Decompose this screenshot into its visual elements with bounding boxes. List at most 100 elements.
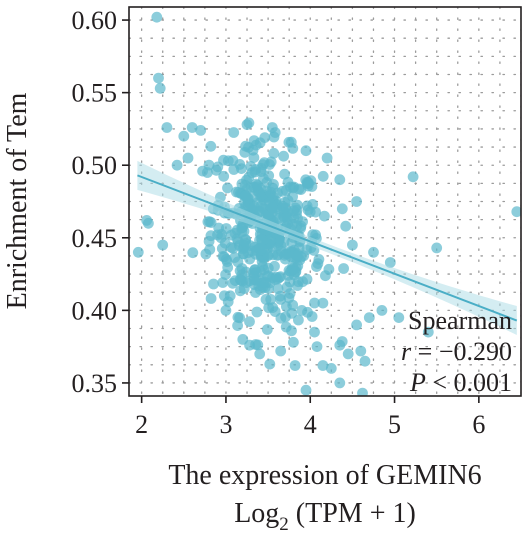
plot-frame	[128, 6, 522, 397]
x-tick-label: 6	[472, 410, 485, 439]
data-point	[267, 182, 279, 194]
data-point	[265, 294, 277, 305]
data-point	[212, 161, 224, 173]
data-point	[334, 377, 346, 389]
data-point	[368, 246, 379, 258]
data-point	[234, 285, 246, 297]
annotation-r-symbol: r	[401, 337, 412, 366]
data-point	[202, 216, 214, 228]
x-axis-subtitle-prefix: Log	[234, 498, 279, 529]
data-point	[220, 305, 232, 316]
data-point	[359, 355, 371, 367]
data-point	[251, 306, 263, 318]
data-point	[309, 326, 320, 338]
annotation-r-value: = −0.290	[411, 337, 512, 366]
data-point	[236, 275, 248, 287]
data-point	[393, 312, 405, 323]
data-point	[334, 339, 346, 351]
data-points	[132, 11, 521, 396]
data-point	[205, 293, 217, 304]
x-tick-label: 3	[219, 410, 232, 439]
y-axis-title: Enrichment of Tem	[2, 92, 33, 309]
data-point	[347, 239, 358, 251]
data-point	[342, 348, 354, 360]
data-point	[422, 326, 434, 338]
data-point	[292, 276, 304, 288]
data-point	[261, 324, 273, 335]
data-point	[282, 176, 294, 188]
stats-annotation: Spearman r = −0.290 P < 0.001	[401, 306, 512, 397]
data-point	[317, 297, 329, 309]
data-point	[266, 122, 278, 133]
data-point	[290, 266, 302, 277]
data-point	[323, 263, 335, 275]
data-point	[295, 220, 307, 232]
data-point	[205, 140, 217, 152]
y-tick-label: 0.40	[72, 296, 118, 325]
axis-ticks	[122, 19, 480, 403]
data-point	[220, 269, 232, 280]
data-point	[292, 250, 304, 262]
annotation-r: r = −0.290	[401, 337, 512, 366]
x-axis-subtitle-suffix: (TPM + 1)	[289, 498, 416, 529]
data-point	[363, 312, 375, 323]
data-point	[321, 152, 333, 164]
data-point	[248, 135, 260, 147]
annotation-method: Spearman	[408, 306, 512, 335]
data-point	[511, 206, 521, 218]
data-point	[202, 167, 213, 178]
data-point	[317, 360, 329, 371]
data-point	[171, 159, 183, 171]
data-point	[336, 203, 348, 215]
data-point	[267, 302, 279, 313]
data-point	[221, 253, 232, 265]
data-point	[278, 150, 289, 162]
data-point	[239, 147, 251, 158]
data-point	[228, 127, 240, 138]
data-point	[143, 217, 154, 229]
data-point	[204, 244, 216, 255]
x-axis-subtitle-subscript: 2	[279, 514, 289, 535]
data-point	[293, 314, 304, 326]
data-point	[334, 174, 346, 186]
data-point	[265, 156, 277, 168]
data-point	[304, 206, 316, 218]
y-tick-label: 0.60	[72, 6, 118, 35]
data-point	[300, 384, 312, 396]
data-point	[351, 319, 362, 331]
data-point	[325, 363, 337, 374]
data-point	[218, 170, 230, 182]
data-point	[154, 82, 166, 94]
data-point	[351, 196, 362, 207]
data-point	[275, 345, 287, 357]
data-point	[286, 307, 298, 319]
y-tick-label: 0.50	[72, 151, 118, 180]
data-point	[296, 305, 308, 316]
data-point	[431, 242, 443, 254]
data-point	[287, 299, 299, 311]
data-point	[178, 130, 190, 142]
data-point	[244, 316, 255, 327]
data-point	[222, 155, 234, 167]
data-point	[240, 190, 252, 202]
x-axis-subtitle: Log2 (TPM + 1)	[234, 498, 416, 535]
annotation-p-value: < 0.001	[426, 368, 512, 397]
data-point	[161, 122, 173, 133]
annotation-p: P < 0.001	[409, 368, 512, 397]
data-point	[241, 119, 253, 130]
data-point	[309, 297, 320, 309]
data-point	[157, 239, 169, 251]
data-point	[317, 170, 329, 182]
data-point	[234, 159, 246, 170]
data-point	[187, 247, 199, 259]
data-point	[236, 178, 248, 190]
data-point	[258, 276, 270, 288]
x-axis-title: The expression of GEMIN6	[168, 460, 481, 491]
data-point	[236, 222, 248, 234]
data-point	[267, 202, 278, 214]
data-point	[132, 246, 144, 258]
data-point	[264, 358, 276, 370]
data-point	[268, 147, 280, 159]
data-point	[254, 206, 266, 217]
data-point	[186, 122, 198, 133]
